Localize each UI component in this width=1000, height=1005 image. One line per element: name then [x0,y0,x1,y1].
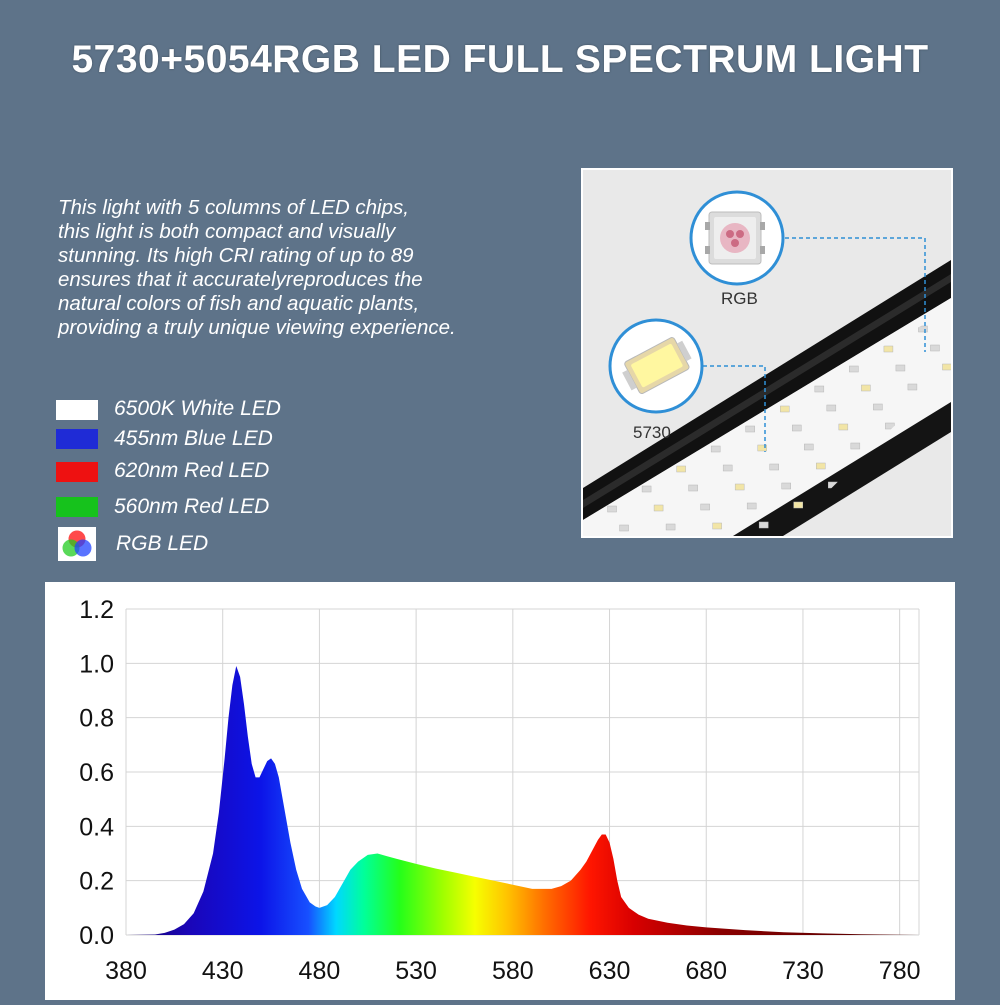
y-tick-label: 0.0 [79,922,114,950]
blue-led-swatch [56,429,98,449]
callout-label: RGB [721,289,758,308]
led-chip [793,501,803,509]
led-chip [826,404,837,412]
light-bar-rail-bottom [733,402,951,536]
led-chip [734,483,745,491]
led-chip [722,464,733,472]
green-led-swatch [56,497,98,517]
rgb-circles-icon [58,527,96,561]
white-chip-icon [622,337,692,395]
led-chip [942,363,951,371]
legend-label: RGB LED [116,532,209,555]
x-tick-label: 730 [782,957,824,985]
description-line: providing a truly unique viewing experie… [58,316,456,339]
led-chip [676,465,686,473]
led-chip [688,484,698,492]
x-tick-label: 380 [105,957,147,985]
led-chip [710,445,721,453]
led-chip [930,344,940,352]
led-chip [873,403,883,411]
y-tick-label: 1.2 [79,596,114,624]
led-chip [619,524,629,532]
x-tick-label: 530 [395,957,437,985]
led-chip [850,442,861,450]
legend-item-rgb: RGB LED [56,527,376,561]
rgb-chip-icon [705,211,765,265]
led-chip [641,485,652,493]
x-tick-label: 430 [202,957,244,985]
led-chip [757,444,767,452]
y-tick-label: 0.2 [79,868,114,896]
y-tick-label: 0.4 [79,813,114,841]
x-axis-tick-labels: 380 430 480 530 580 630 680 730 780 [105,957,920,985]
description-line: natural colors of fish and aquatic plant… [58,292,420,315]
legend-item-green: 560nm Red LED [56,495,376,527]
description-line: This light with 5 columns of LED chips, [58,196,409,219]
y-tick-label: 0.8 [79,705,114,733]
led-chip [792,424,802,432]
y-axis-tick-labels: 0.0 0.2 0.4 0.6 0.8 1.0 1.2 [79,596,114,950]
white-led-swatch [56,400,98,420]
led-chip [804,443,814,451]
product-photo: RGB 5730 [581,168,953,538]
callout-label: 5730 [633,423,671,442]
led-chip [653,504,664,512]
led-chip [895,364,906,372]
led-chip [712,522,722,530]
led-chip [883,345,894,353]
led-chip [838,423,849,431]
y-tick-label: 1.0 [79,650,114,678]
x-tick-label: 480 [299,957,341,985]
legend-item-white: 6500K White LED [56,395,376,425]
led-chip [861,384,871,392]
description-line: stunning. Its high CRI rating of up to 8… [58,244,414,267]
legend-label: 6500K White LED [114,397,281,420]
led-chip [665,523,676,531]
led-chip [781,482,791,490]
legend-label: 455nm Blue LED [114,427,273,450]
legend-label: 620nm Red LED [114,459,270,482]
legend-label: 560nm Red LED [114,495,270,518]
x-tick-label: 780 [879,957,921,985]
x-tick-label: 580 [492,957,534,985]
led-chip [758,521,769,529]
description-line: ensures that it accuratelyreproduces the [58,268,423,291]
led-chip [607,505,617,513]
red-led-swatch [56,462,98,482]
led-chip [745,425,755,433]
legend-item-blue: 455nm Blue LED [56,427,376,459]
led-chip [816,462,826,470]
led-chip [849,365,859,373]
led-chip [907,383,918,391]
x-tick-label: 680 [685,957,727,985]
led-chip [700,503,710,511]
description: This light with 5 columns of LED chips, … [58,196,558,340]
page-title: 5730+5054RGB LED FULL SPECTRUM LIGHT [71,38,929,81]
x-tick-label: 630 [589,957,631,985]
spectrum-chart: 0.0 0.2 0.4 0.6 0.8 1.0 1.2 380 430 480 530 580 630… [45,582,955,1000]
led-chip [918,325,928,333]
y-tick-label: 0.6 [79,759,114,787]
led-chip [769,463,779,471]
led-chip [746,502,757,510]
led-panel [583,298,951,536]
description-line: this light is both compact and visually [58,220,396,243]
led-chip [780,405,790,413]
led-chip [814,385,825,393]
legend-item-red: 620nm Red LED [56,459,376,493]
spectrum-area [126,666,919,935]
